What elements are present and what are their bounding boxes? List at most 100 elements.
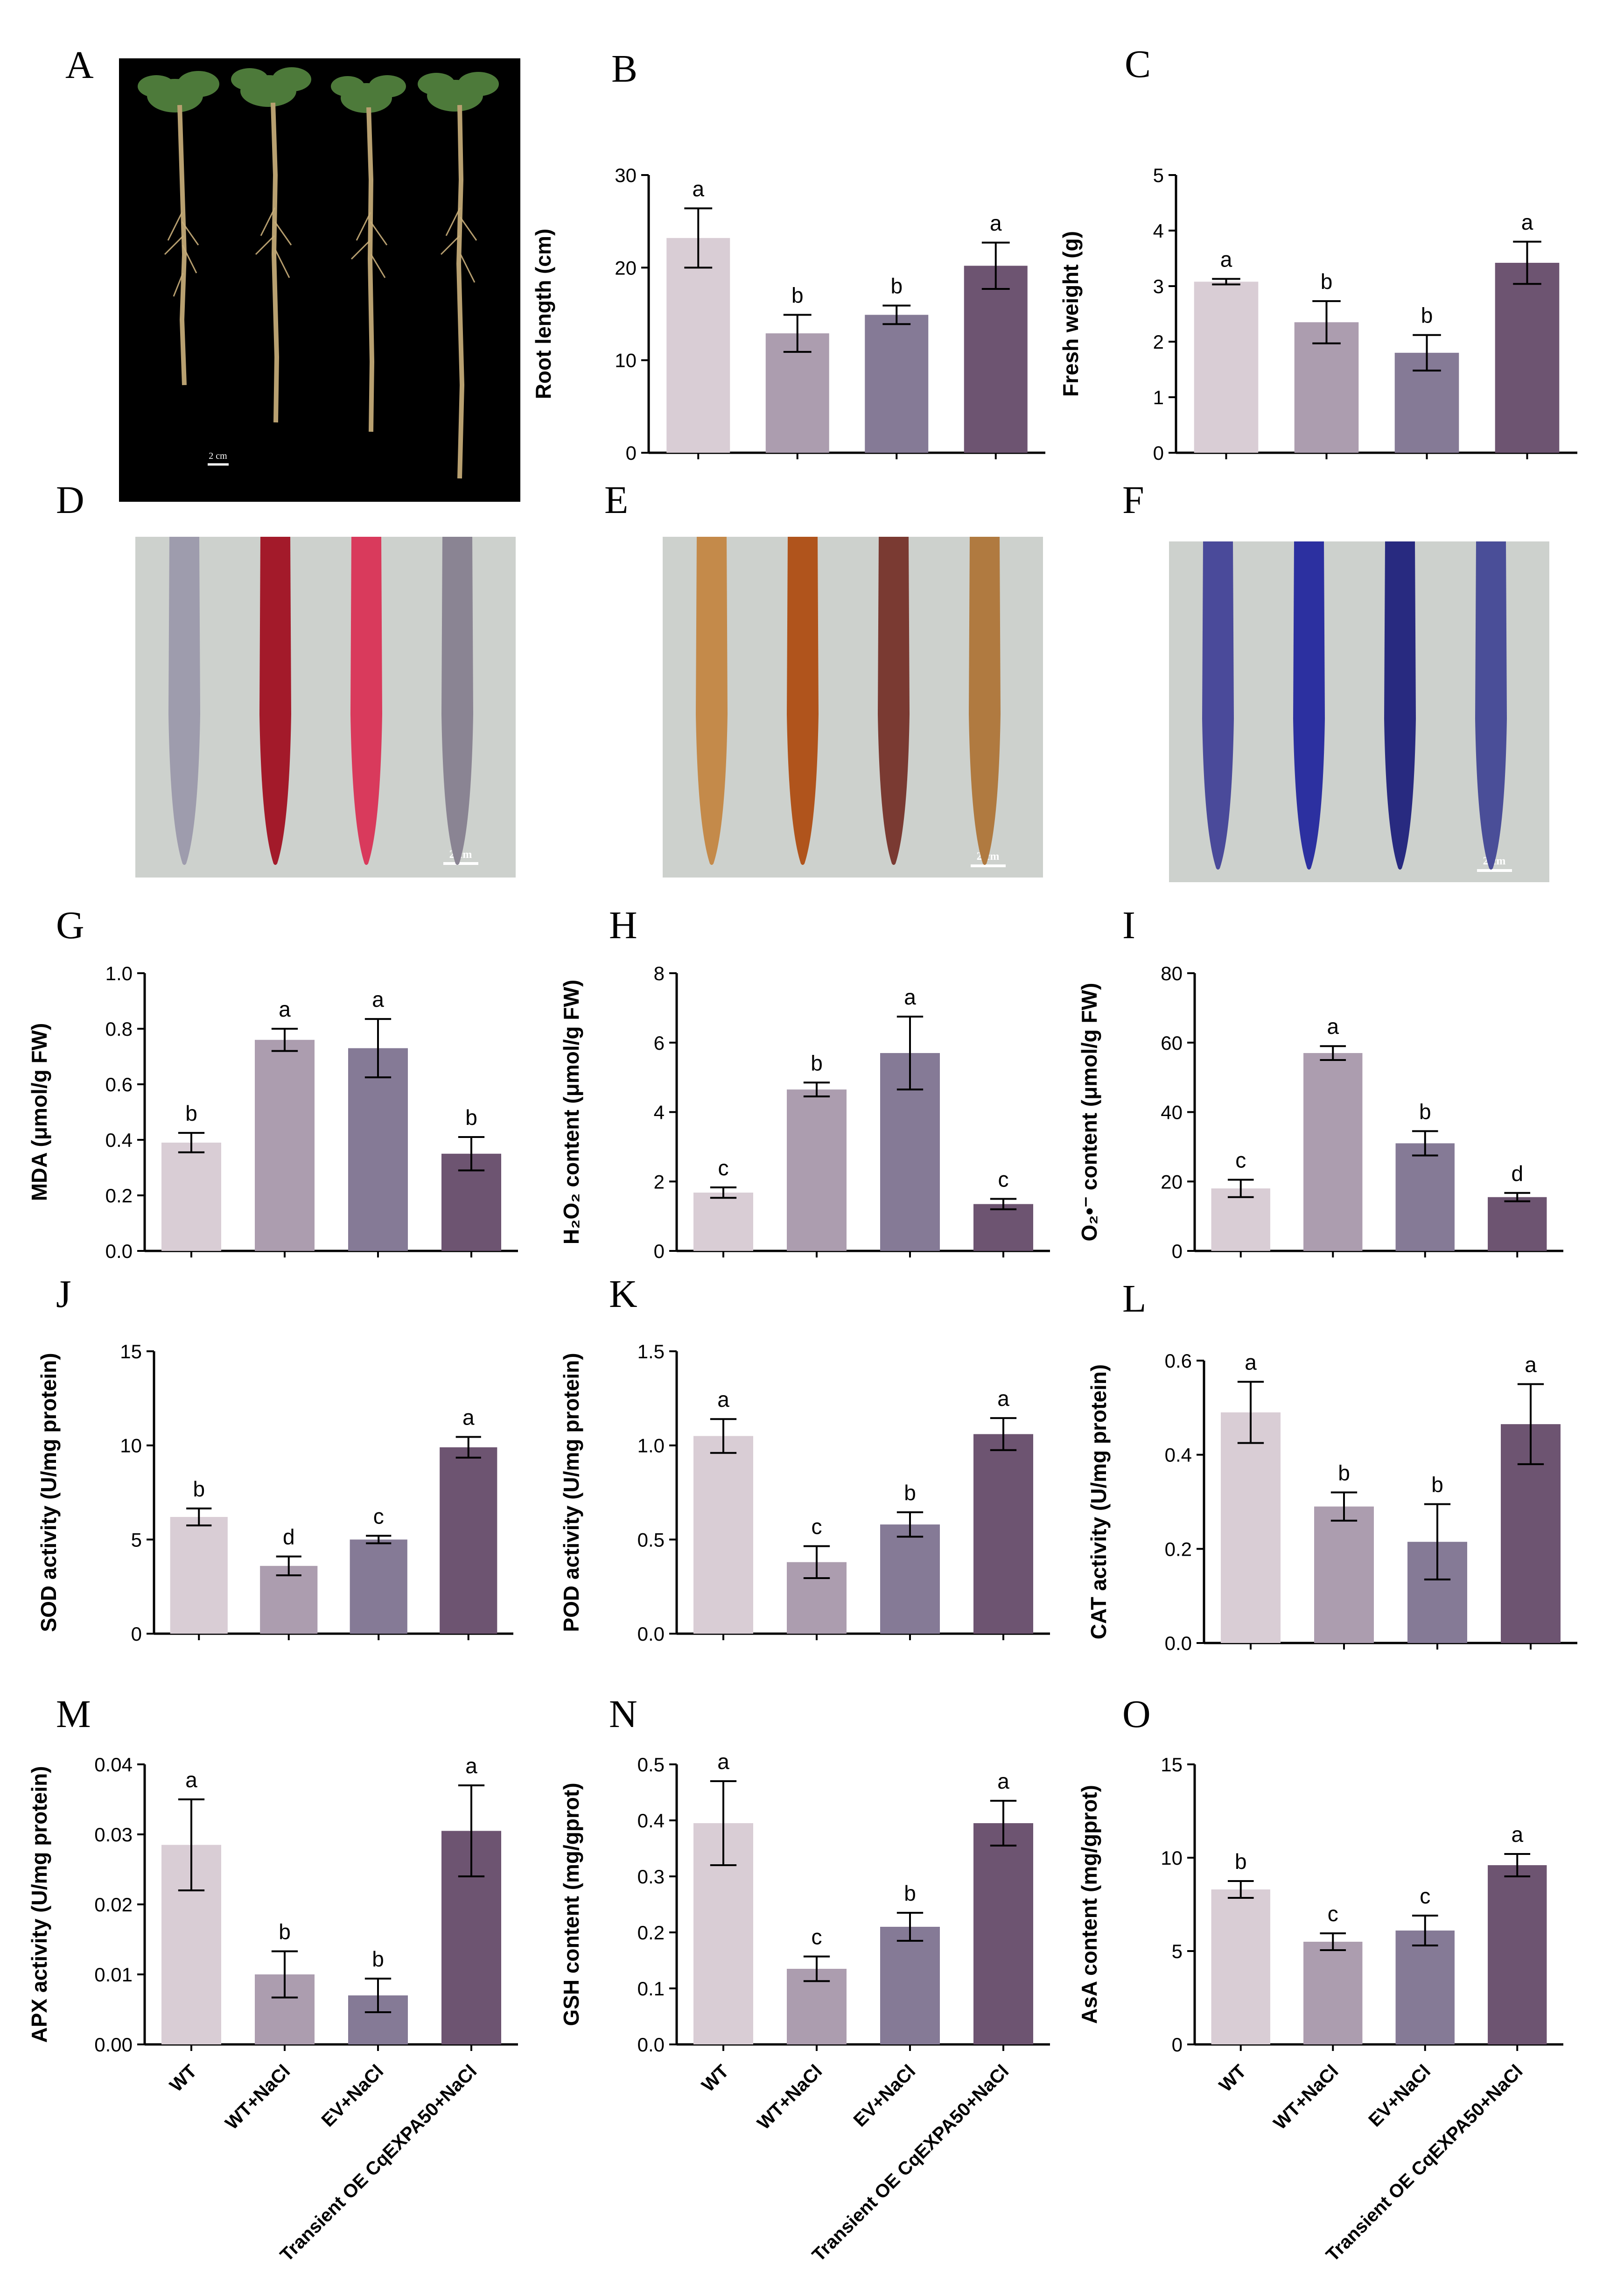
stained-root-f-1 [1202,541,1234,870]
y-tick-label: 0.5 [637,1754,665,1776]
significance-letter: b [1431,1473,1443,1497]
significance-letter: a [997,1386,1009,1411]
significance-letter: b [1235,1849,1247,1874]
dab-stain-photo: 2 cm [663,537,1043,878]
panel-label-g: G [56,904,84,947]
stained-root-f-2 [1293,541,1325,870]
significance-letter: a [279,997,291,1021]
y-tick-label: 0 [654,1240,665,1262]
y-tick-label: 15 [1161,1754,1183,1776]
y-tick-label: 0.02 [94,1894,133,1916]
y-tick-label: 20 [615,257,637,279]
y-axis-label: H₂O₂ content (μmol/g FW) [559,980,583,1244]
y-axis-label: Root length (cm) [531,229,555,399]
bar-4 [973,1204,1033,1251]
y-tick-label: 0.00 [94,2034,133,2056]
stained-root-e-1 [696,537,728,865]
bar-2 [787,1089,847,1251]
y-tick-label: 2 [1153,331,1164,353]
y-tick-label: 5 [1172,1940,1183,1962]
x-category-label: Transient OE CqEXPA50+NaCl [808,2061,1013,2265]
panel-label-f: F [1122,478,1144,522]
chart-panel-k: K 0.0 0.5 1.0 1.5 POD activity (U/mg protein)… [559,1272,1050,1645]
bar-4 [1495,263,1560,453]
significance-letter: a [1220,247,1232,272]
bar-1 [161,1845,221,2044]
significance-letter: a [465,1754,477,1778]
bar-4 [441,1153,501,1251]
significance-letter: a [462,1405,475,1430]
y-axis-label: O₂•⁻ content (μmol/g FW) [1077,983,1101,1242]
y-tick-label: 0.3 [637,1866,665,1888]
y-tick-label: 0.5 [637,1529,665,1551]
y-axis-label: MDA (μmol/g FW) [27,1023,51,1201]
y-tick-label: 1 [1153,386,1164,408]
stained-root-e-3 [878,537,910,865]
significance-letter: a [1525,1352,1537,1376]
bar-2 [1303,1053,1363,1251]
y-tick-label: 0.0 [1165,1632,1192,1654]
panel-label-d: D [56,478,84,522]
y-tick-label: 30 [615,164,637,186]
panel-label-l: L [1122,1277,1146,1320]
significance-letter: a [1511,1822,1523,1847]
bar-3 [880,1524,940,1634]
y-tick-label: 2 [654,1171,665,1193]
panel-label-j: J [56,1272,71,1316]
y-tick-label: 0 [626,442,637,464]
y-tick-label: 1.0 [637,1435,665,1457]
significance-letter: a [185,1768,197,1792]
significance-letter: b [904,1481,916,1505]
y-tick-label: 0.01 [94,1964,133,1986]
y-axis-label: Fresh weight (g) [1058,231,1083,397]
significance-letter: c [1235,1148,1246,1173]
stained-root-d-3 [350,537,382,865]
x-category-label: Transient OE CqEXPA50+NaCl [276,2061,481,2265]
y-tick-label: 0.1 [637,1978,665,2000]
significance-letter: b [1321,269,1333,294]
bar-1 [1221,1412,1281,1643]
stained-root-d-2 [259,537,291,865]
scale-bar-label: 2 cm [209,451,227,461]
significance-letter: b [890,274,903,298]
bar-3 [348,1995,408,2044]
y-tick-label: 80 [1161,962,1183,984]
panel-label-a: A [65,43,94,87]
significance-letter: a [372,987,384,1011]
significance-letter: b [904,1881,916,1905]
significance-letter: d [283,1525,295,1549]
stained-root-e-2 [787,537,819,865]
bar-4 [973,1823,1033,2044]
significance-letter: b [1421,303,1433,328]
y-tick-label: 1.5 [637,1341,665,1362]
chart-panel-j: J 0 5 10 15 SOD activity (U/mg protein) b d c a [36,1272,513,1645]
y-tick-label: 8 [654,962,665,984]
plant-root-illustration: 2 cm [138,67,499,479]
bar-1 [693,1823,753,2044]
x-category-label: EV+NaCl [850,2061,920,2131]
y-tick-label: 1.0 [105,962,133,984]
chart-panel-o: O 0 5 10 15 AsA content (mg/gprot) b WT c WT+NaCl… [1077,1692,1563,2266]
x-category-label: WT+NaCl [753,2061,826,2134]
stained-root-f-3 [1384,541,1416,870]
bar-2 [1303,1942,1363,2044]
y-tick-label: 40 [1161,1102,1183,1123]
panel-label-n: N [609,1692,637,1736]
panel-label-i: I [1122,904,1135,947]
nbt-stain-photo: 2 cm [1169,541,1549,882]
significance-letter: b [1419,1099,1431,1123]
significance-letter: a [717,1749,729,1774]
significance-letter: a [997,1769,1009,1793]
y-tick-label: 5 [131,1529,142,1551]
significance-letter: b [193,1477,205,1501]
significance-letter: b [791,283,804,307]
y-tick-label: 0 [1172,2034,1183,2056]
bar-4 [1501,1424,1561,1643]
significance-letter: b [1338,1460,1350,1485]
significance-letter: c [812,1514,822,1538]
panel-label-m: M [56,1692,91,1736]
bar-4 [1488,1865,1547,2044]
y-tick-label: 0.03 [94,1824,133,1846]
y-tick-label: 0 [131,1623,142,1645]
bar-2 [1314,1506,1374,1643]
